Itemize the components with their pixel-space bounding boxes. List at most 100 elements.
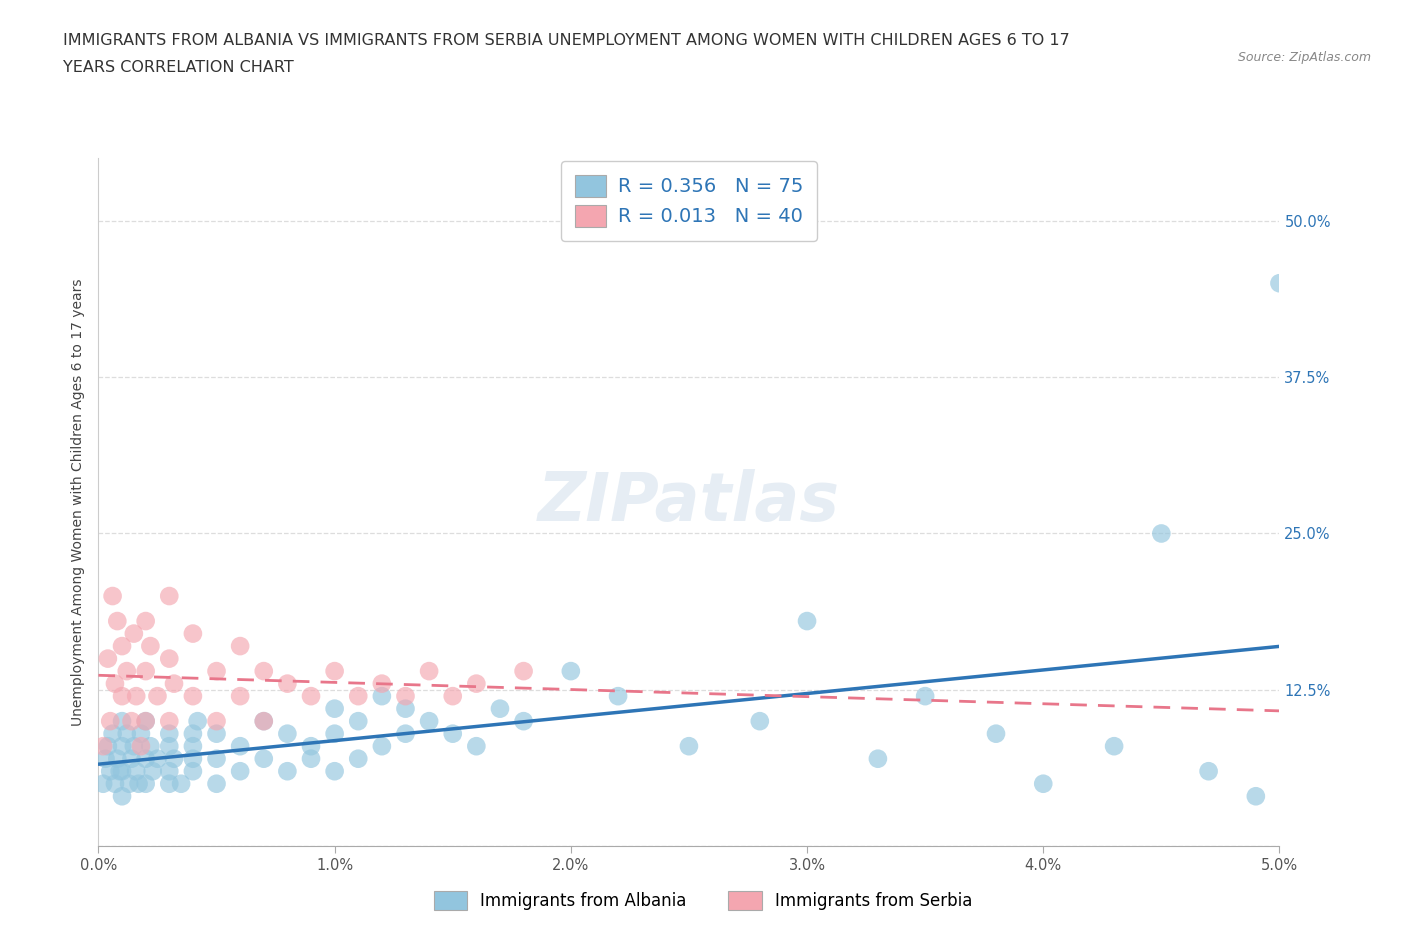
Point [229,639,252,654]
Point [205,664,228,679]
Point [205,777,228,791]
Point [157,777,180,791]
Point [181,726,204,741]
Point [181,626,204,641]
Point [229,738,252,753]
Text: ZIPatlas: ZIPatlas [538,470,839,535]
Point [170,777,193,791]
Point [866,751,889,766]
Point [135,777,157,791]
Point [323,726,346,741]
Point [121,751,143,766]
Point [253,713,276,728]
Point [299,751,322,766]
Point [441,726,464,741]
Point [914,689,936,704]
Point [128,777,150,791]
Point [122,738,145,753]
Point [205,751,228,766]
Point [118,777,141,791]
Point [115,726,138,741]
Point [146,689,169,704]
Point [135,713,157,728]
Point [465,676,488,691]
Point [441,689,464,704]
Point [135,664,157,679]
Point [139,639,162,654]
Point [323,701,346,716]
Point [512,664,534,679]
Point [129,726,152,741]
Point [984,726,1007,741]
Point [129,738,152,753]
Point [229,764,252,778]
Point [347,689,370,704]
Point [276,764,298,778]
Point [187,713,209,728]
Point [97,651,120,666]
Point [1198,764,1220,778]
Point [157,651,180,666]
Point [323,764,346,778]
Point [607,689,630,704]
Point [91,777,114,791]
Point [371,676,394,691]
Point [135,614,157,629]
Point [146,751,169,766]
Point [1032,777,1054,791]
Point [229,689,252,704]
Point [394,689,416,704]
Point [253,713,276,728]
Point [111,764,134,778]
Text: YEARS CORRELATION CHART: YEARS CORRELATION CHART [63,60,294,75]
Point [181,764,204,778]
Point [253,664,276,679]
Point [299,689,322,704]
Point [560,664,582,679]
Point [104,777,127,791]
Point [157,713,180,728]
Point [142,764,165,778]
Point [394,726,416,741]
Point [91,738,114,753]
Point [394,701,416,716]
Point [98,713,121,728]
Point [105,751,128,766]
Point [465,738,488,753]
Point [157,764,180,778]
Point [98,764,121,778]
Point [1268,276,1291,291]
Point [205,726,228,741]
Point [97,738,120,753]
Point [1244,789,1267,804]
Point [121,713,143,728]
Point [111,789,134,804]
Point [101,726,124,741]
Point [678,738,700,753]
Point [157,726,180,741]
Y-axis label: Unemployment Among Women with Children Ages 6 to 17 years: Unemployment Among Women with Children A… [72,278,86,726]
Point [111,713,134,728]
Point [125,689,148,704]
Text: Source: ZipAtlas.com: Source: ZipAtlas.com [1237,51,1371,64]
Point [181,689,204,704]
Text: IMMIGRANTS FROM ALBANIA VS IMMIGRANTS FROM SERBIA UNEMPLOYMENT AMONG WOMEN WITH : IMMIGRANTS FROM ALBANIA VS IMMIGRANTS FR… [63,33,1070,47]
Point [371,689,394,704]
Point [157,589,180,604]
Point [1102,738,1125,753]
Point [489,701,512,716]
Point [347,713,370,728]
Point [125,764,148,778]
Point [94,751,117,766]
Point [299,738,322,753]
Point [139,738,162,753]
Point [205,713,228,728]
Point [104,676,127,691]
Point [122,626,145,641]
Point [157,738,180,753]
Point [111,738,134,753]
Point [105,614,128,629]
Point [181,738,204,753]
Point [512,713,534,728]
Point [163,676,186,691]
